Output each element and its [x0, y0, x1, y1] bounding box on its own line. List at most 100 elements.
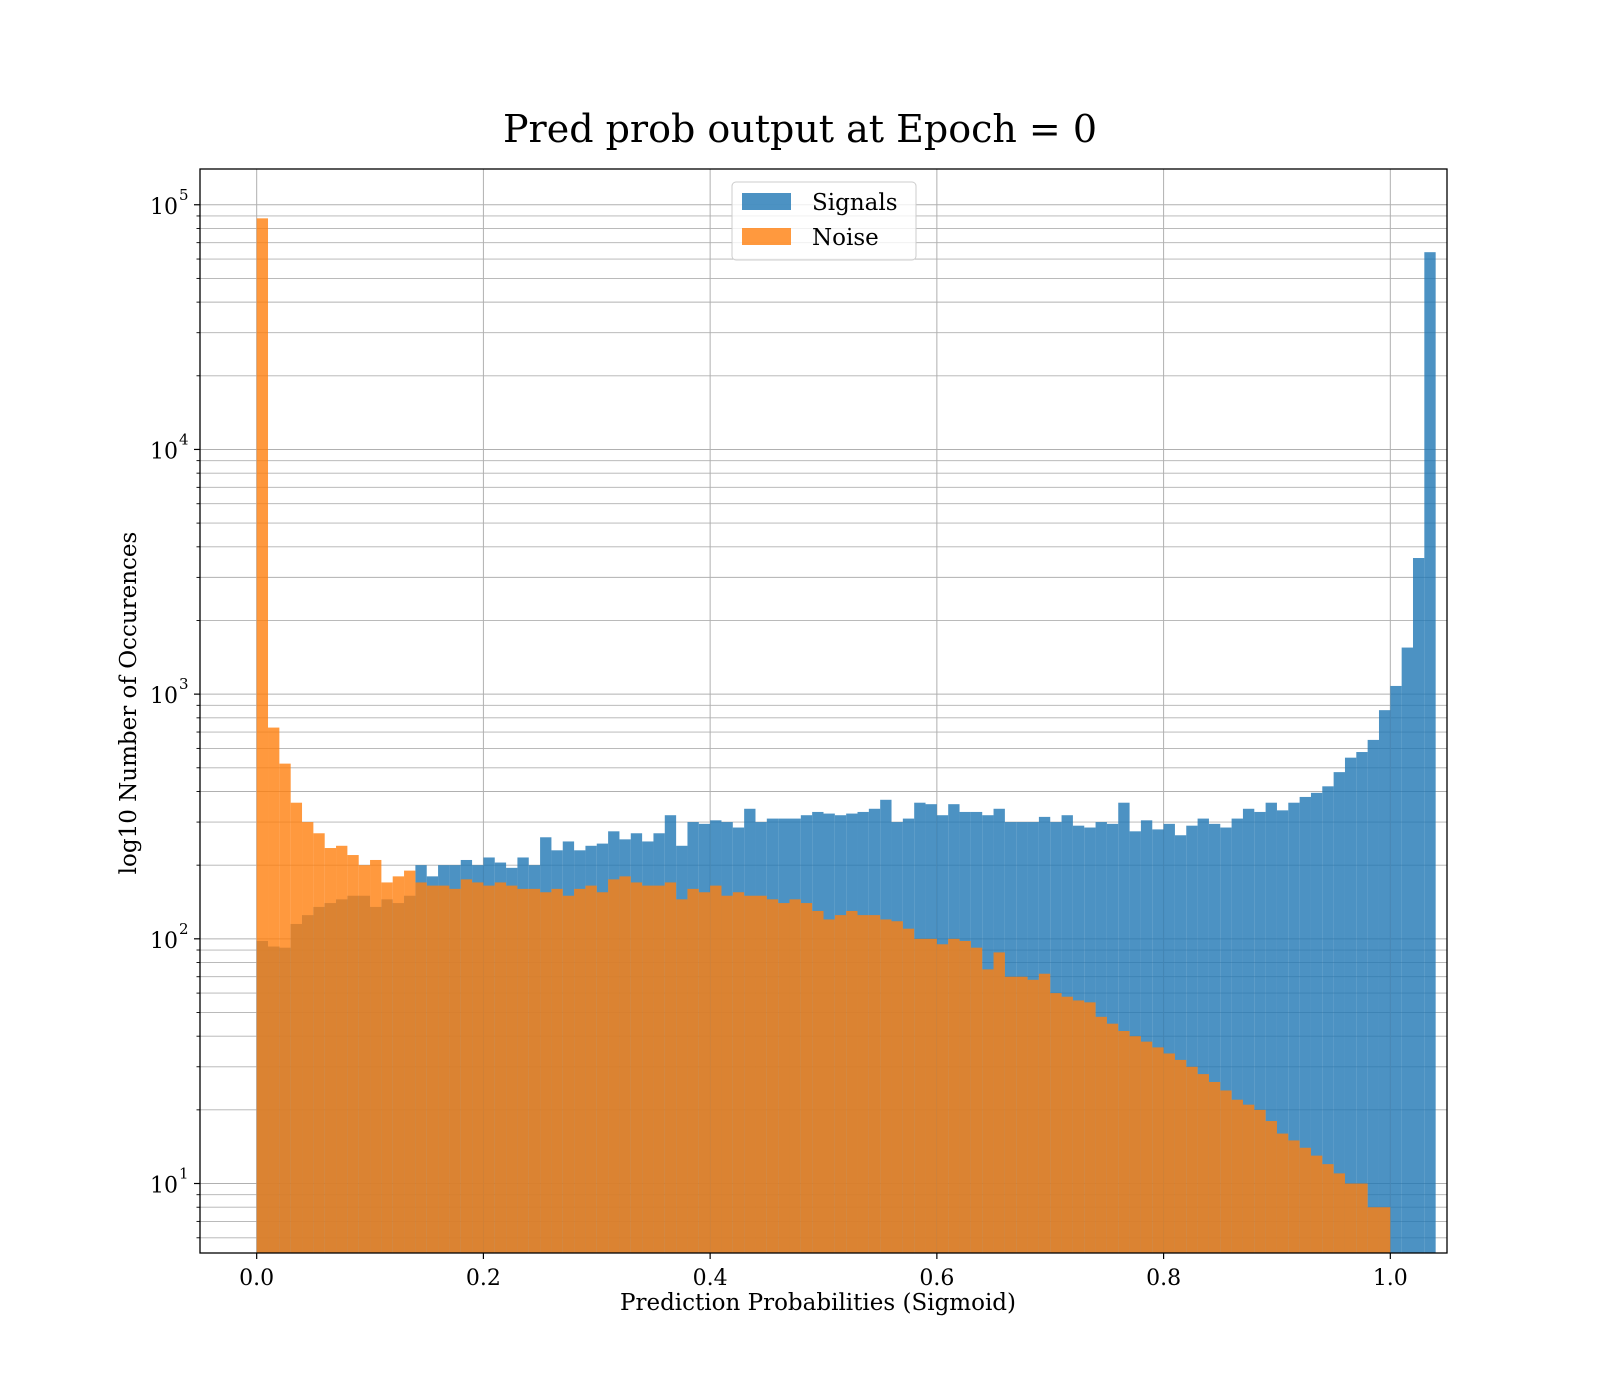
- noise-bar: [619, 876, 631, 1253]
- noise-bar: [834, 915, 847, 1253]
- noise-bar: [642, 885, 654, 1253]
- signals-bar: [1412, 558, 1425, 1253]
- signals-bar: [1163, 823, 1175, 1253]
- noise-bar: [313, 833, 325, 1253]
- noise-bar: [1140, 1041, 1153, 1253]
- noise-bar: [664, 882, 677, 1253]
- noise-bar: [370, 859, 382, 1253]
- noise-bar: [1288, 1140, 1300, 1253]
- noise-bar: [596, 892, 609, 1253]
- x-tick-label: 0.6: [919, 1266, 954, 1291]
- noise-bar: [1231, 1099, 1243, 1253]
- noise-bar: [1129, 1036, 1141, 1253]
- noise-bar: [540, 892, 552, 1253]
- noise-bar: [1174, 1059, 1187, 1253]
- noise-bar: [483, 885, 495, 1253]
- noise-bar: [404, 870, 416, 1253]
- signals-bar: [1254, 811, 1266, 1253]
- noise-bar: [347, 855, 359, 1253]
- noise-bar: [336, 845, 348, 1253]
- signals-bar: [1310, 792, 1323, 1253]
- signals-bar: [1242, 808, 1255, 1253]
- signals-bar: [1424, 252, 1436, 1253]
- noise-bar: [1276, 1133, 1289, 1253]
- signals-bar: [1231, 818, 1243, 1253]
- noise-bar: [472, 882, 484, 1253]
- noise-bar: [517, 888, 529, 1253]
- noise-bar: [438, 885, 450, 1253]
- noise-bar: [1027, 979, 1039, 1253]
- legend-swatch-noise: [742, 228, 791, 245]
- y-tick-label-exponent: 1: [179, 1165, 189, 1183]
- signals-bar: [1356, 752, 1368, 1253]
- x-tick-label: 1.0: [1373, 1266, 1408, 1291]
- noise-bar: [993, 952, 1005, 1253]
- noise-bar: [1152, 1047, 1164, 1253]
- signals-bar: [1174, 835, 1187, 1253]
- noise-bar: [1004, 976, 1017, 1253]
- noise-bar: [1186, 1066, 1198, 1253]
- noise-bar: [528, 888, 541, 1253]
- noise-bar: [914, 938, 926, 1253]
- noise-bar: [1050, 993, 1062, 1253]
- noise-bar: [1356, 1183, 1368, 1253]
- legend: Signals Noise: [731, 181, 917, 261]
- x-axis-label: Prediction Probabilities (Sigmoid): [620, 1290, 1016, 1316]
- signals-bar: [1276, 810, 1289, 1253]
- signals-bar: [1322, 786, 1334, 1253]
- noise-bar: [1095, 1016, 1107, 1253]
- noise-bar: [732, 892, 745, 1253]
- signals-bar: [1401, 647, 1413, 1253]
- x-axis-ticks: 0.0 0.2 0.4 0.6 0.8 1.0: [239, 1253, 1408, 1291]
- noise-bar: [1084, 1002, 1096, 1253]
- noise-bar: [256, 218, 269, 1253]
- noise-bar: [290, 802, 303, 1253]
- noise-bar: [1061, 996, 1073, 1253]
- noise-bar: [959, 940, 971, 1253]
- noise-bar: [857, 915, 869, 1253]
- noise-bar: [710, 885, 722, 1253]
- x-tick-label: 0.8: [1146, 1266, 1181, 1291]
- noise-bar: [630, 882, 643, 1253]
- y-tick-label-exponent: 5: [179, 186, 189, 204]
- noise-bar: [1208, 1081, 1221, 1253]
- noise-bar: [755, 895, 767, 1253]
- signals-bar: [1299, 796, 1311, 1253]
- y-tick-label-exponent: 3: [179, 675, 189, 693]
- series-noise-bars: [256, 218, 1391, 1253]
- legend-label-noise: Noise: [812, 225, 879, 251]
- signals-bar: [1220, 827, 1232, 1253]
- noise-bar: [585, 885, 597, 1253]
- signals-bar: [1186, 825, 1198, 1253]
- noise-bar: [324, 848, 337, 1253]
- noise-bar: [302, 822, 314, 1253]
- noise-bar: [948, 938, 960, 1253]
- legend-label-signals: Signals: [812, 190, 898, 216]
- noise-bar: [1344, 1183, 1357, 1253]
- noise-bar: [1038, 973, 1051, 1253]
- signals-bar: [1367, 739, 1379, 1253]
- noise-bar: [1265, 1121, 1277, 1253]
- noise-bar: [902, 928, 915, 1253]
- noise-bar: [970, 947, 983, 1253]
- noise-bar: [982, 969, 994, 1253]
- noise-bar: [358, 865, 371, 1253]
- y-tick-label-exponent: 4: [179, 430, 189, 448]
- noise-bar: [268, 727, 280, 1253]
- noise-bar: [766, 899, 779, 1253]
- noise-bar: [426, 885, 439, 1253]
- x-tick-label: 0.4: [693, 1266, 728, 1291]
- signals-bar: [1118, 802, 1130, 1253]
- noise-bar: [562, 895, 575, 1253]
- noise-bar: [880, 919, 892, 1253]
- noise-bar: [1197, 1074, 1209, 1253]
- y-tick-label: 10: [150, 684, 178, 709]
- y-axis-label: log10 Number of Occurences: [116, 532, 142, 875]
- y-tick-label: 10: [150, 929, 178, 954]
- x-tick-label: 0.2: [466, 1266, 501, 1291]
- signals-bar: [1390, 685, 1402, 1253]
- y-tick-label: 10: [150, 1174, 178, 1199]
- noise-bar: [1016, 976, 1028, 1253]
